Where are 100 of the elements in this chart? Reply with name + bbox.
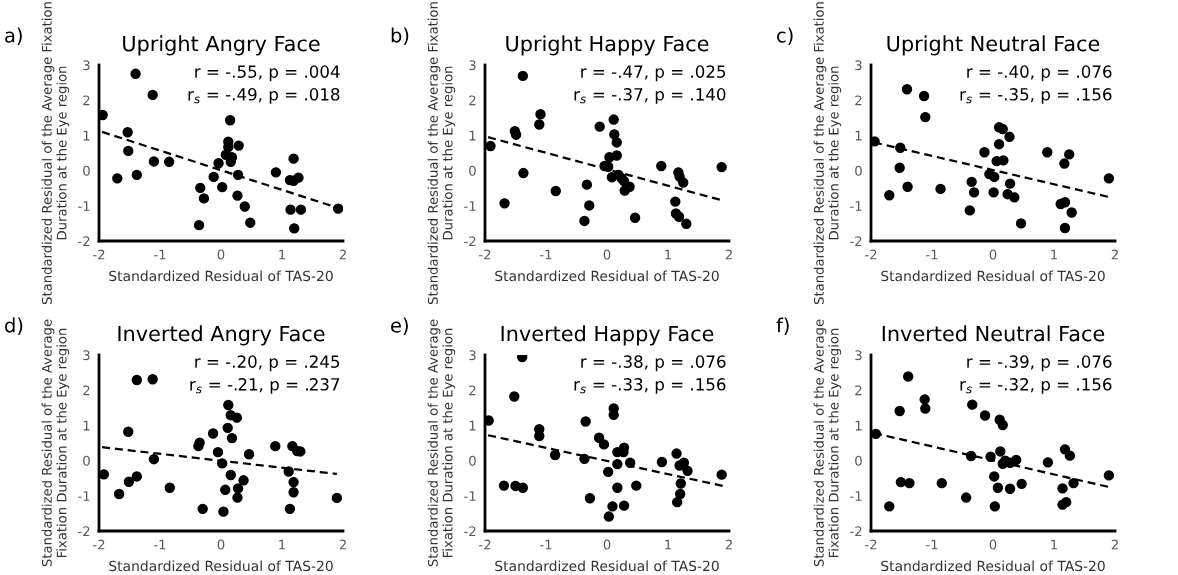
x-axis-title: Standardized Residual of TAS-20: [881, 560, 1105, 572]
y-tick-label: 3: [469, 350, 476, 361]
x-tick-label: 2: [339, 539, 346, 550]
annotation: r$_{s}$ = -.49, p = .018: [188, 88, 340, 104]
y-tick-label: 3: [83, 60, 90, 71]
y-tick-label: -1: [850, 201, 862, 211]
y-tick-label: 3: [855, 350, 862, 361]
x-tick-label: -1: [540, 539, 552, 550]
y-tick-label: 1: [83, 420, 90, 431]
annotation: r = -.20, p = .245: [195, 355, 340, 372]
x-tick-label: -2: [93, 249, 105, 260]
y-tick-label: 0: [855, 455, 862, 466]
y-tick-label: 0: [469, 165, 476, 176]
annotation: r = -.39, p = .076: [967, 355, 1112, 372]
x-tick-label: -2: [865, 249, 877, 260]
text: f): [776, 317, 789, 335]
chart-title: Upright Angry Face: [123, 35, 320, 56]
x-tick-label: -1: [926, 539, 938, 550]
y-tick-label: -1: [464, 201, 476, 211]
y-tick-label: -1: [850, 491, 862, 501]
chart-title: Upright Neutral Face: [887, 35, 1100, 56]
y-tick-label: 1: [83, 130, 90, 141]
x-axis-title: Standardized Residual of TAS-20: [109, 560, 333, 572]
x-tick-label: 1: [665, 539, 671, 550]
y-tick-label: 1: [469, 130, 476, 141]
x-axis-title: Standardized Residual of TAS-20: [109, 270, 333, 282]
y-tick-label: -1: [464, 491, 476, 501]
text: b): [391, 27, 409, 45]
y-tick-label: 3: [83, 350, 90, 361]
y-tick-label: 1: [855, 420, 862, 431]
y-tick-label: 0: [469, 455, 476, 466]
x-tick-label: 2: [725, 539, 732, 550]
text: d): [5, 317, 23, 335]
x-tick-label: 0: [217, 539, 225, 550]
x-tick-label: 1: [665, 249, 671, 260]
y-axis-title: Standardized Residual of the Average Fixation Duration at the Eye region: [41, 319, 70, 567]
annotation: r = -.38, p = .076: [581, 355, 726, 372]
y-tick-label: 1: [855, 130, 862, 141]
y-tick-label: 2: [855, 95, 862, 106]
y-tick-label: -2: [78, 236, 90, 247]
y-tick-label: 0: [83, 455, 90, 466]
annotation: r = -.47, p = .025: [581, 65, 726, 82]
x-tick-label: -1: [154, 539, 166, 550]
chart-title: Inverted Neutral Face: [882, 325, 1105, 342]
y-tick-label: 3: [855, 60, 862, 71]
y-tick-label: -2: [850, 526, 862, 537]
y-axis-title: Standardized Residual of the Average Fixation Duration at the Eye region: [427, 2, 456, 305]
x-tick-label: 0: [603, 539, 611, 550]
y-tick-label: 3: [469, 60, 476, 71]
chart-title: Inverted Angry Face: [118, 325, 325, 346]
x-tick-label: 2: [1111, 539, 1118, 550]
x-tick-label: 0: [217, 249, 225, 260]
y-axis-title: Standardized Residual of the Average Fixation Duration at the Eye region: [813, 2, 842, 305]
x-tick-label: 0: [989, 539, 997, 550]
y-tick-label: -2: [464, 526, 476, 537]
annotation: r$_{s}$ = -.33, p = .156: [574, 378, 726, 394]
y-tick-label: 2: [83, 385, 90, 396]
text: e): [391, 317, 408, 335]
y-tick-label: 2: [83, 95, 90, 106]
x-axis-title: Standardized Residual of TAS-20: [881, 270, 1105, 282]
y-tick-label: -2: [850, 236, 862, 247]
x-axis-title: Standardized Residual of TAS-20: [495, 560, 719, 572]
x-tick-label: -2: [479, 539, 491, 550]
x-tick-label: 0: [989, 249, 997, 260]
y-axis-title: Standardized Residual of the Average Fixation Duration at the Eye region: [813, 319, 842, 567]
chart-title: Upright Happy Face: [506, 35, 709, 56]
annotation: r$_{s}$ = -.35, p = .156: [960, 88, 1112, 104]
y-tick-label: -2: [464, 236, 476, 247]
y-tick-label: -1: [78, 201, 90, 211]
x-tick-label: -2: [865, 539, 877, 550]
y-tick-label: 1: [469, 420, 476, 431]
x-tick-label: 1: [279, 249, 285, 260]
x-tick-label: -1: [926, 249, 938, 260]
y-tick-label: 0: [83, 165, 90, 176]
y-tick-label: 2: [469, 385, 476, 396]
annotation: r$_{s}$ = -.32, p = .156: [960, 378, 1112, 394]
annotation: r = -.55, p = .004: [195, 65, 340, 82]
x-tick-label: -2: [479, 249, 491, 260]
annotation: r$_{s}$ = -.37, p = .140: [574, 88, 726, 104]
x-tick-label: 2: [1111, 249, 1118, 260]
x-tick-label: -2: [93, 539, 105, 550]
y-axis-title: Standardized Residual of the Average Fixation Duration at the Eye region: [41, 2, 70, 305]
text: a): [5, 27, 22, 45]
y-tick-label: -1: [78, 491, 90, 501]
chart-title: Inverted Happy Face: [501, 325, 714, 346]
x-tick-label: 0: [603, 249, 611, 260]
x-tick-label: 1: [279, 539, 285, 550]
x-tick-label: -1: [540, 249, 552, 260]
y-axis-title: Standardized Residual of the Average Fixation Duration at the Eye region: [427, 319, 456, 567]
y-tick-label: 0: [855, 165, 862, 176]
x-tick-label: -1: [154, 249, 166, 260]
y-tick-label: 2: [469, 95, 476, 106]
x-tick-label: 2: [725, 249, 732, 260]
x-axis-title: Standardized Residual of TAS-20: [495, 270, 719, 282]
y-tick-label: -2: [78, 526, 90, 537]
x-tick-label: 1: [1051, 539, 1057, 550]
text: c): [777, 27, 793, 45]
x-tick-label: 2: [339, 249, 346, 260]
x-tick-label: 1: [1051, 249, 1057, 260]
annotation: r$_{s}$ = -.21, p = .237: [190, 378, 340, 394]
